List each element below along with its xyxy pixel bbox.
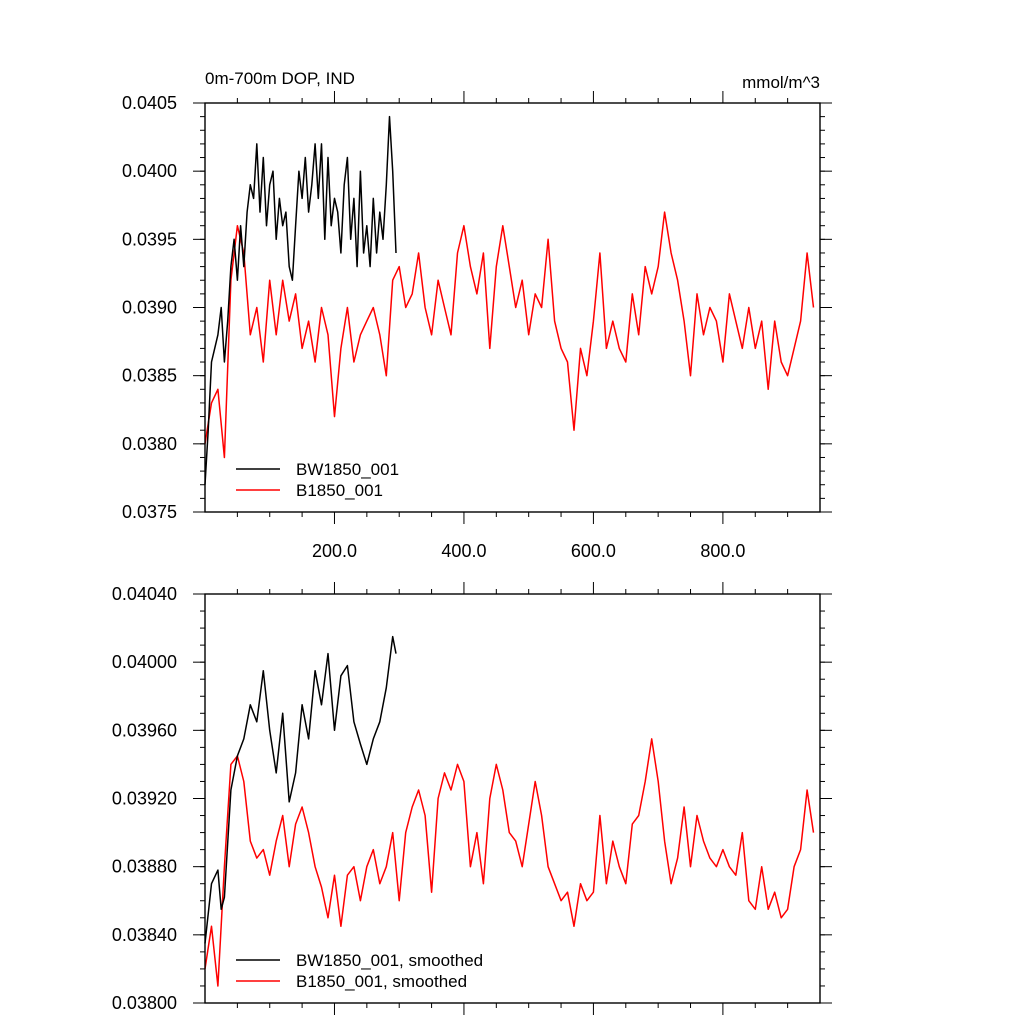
x-tick-label: 800.0: [700, 541, 745, 561]
legend-label-0: BW1850_001, smoothed: [296, 951, 483, 970]
y-tick-label: 0.0390: [122, 298, 177, 318]
y-tick-label: 0.03920: [112, 789, 177, 809]
axis-ticks: 0.0375 0.0380 0.0385 0.0390 0.0395 0.0400 0.04…: [122, 91, 832, 561]
series-line-1: [204, 211, 815, 459]
series-line-1: [204, 738, 815, 987]
legend-label-0: BW1850_001: [296, 460, 399, 479]
y-tick-label: 0.04000: [112, 652, 177, 672]
legend-label-1: B1850_001: [296, 481, 383, 500]
x-tick-label: 400.0: [441, 541, 486, 561]
plot-frame: [204, 102, 821, 513]
y-tick-label: 0.03880: [112, 857, 177, 877]
legend: BW1850_001, smoothed B1850_001, smoothed: [236, 951, 483, 991]
plot-area: [204, 635, 815, 987]
plot-frame: [204, 593, 821, 1004]
y-tick-label: 0.03840: [112, 925, 177, 945]
y-tick-label: 0.0385: [122, 366, 177, 386]
y-tick-label: 0.03960: [112, 720, 177, 740]
x-tick-label: 200.0: [312, 541, 357, 561]
y-tick-label: 0.0405: [122, 93, 177, 113]
y-tick-label: 0.0400: [122, 161, 177, 181]
axis-ticks: 0.03800 0.03840 0.03880 0.03920 0.03960 0.040…: [112, 582, 832, 1015]
legend: BW1850_001 B1850_001: [236, 460, 399, 500]
y-tick-label: 0.04040: [112, 584, 177, 604]
units-label: mmol/m^3: [742, 73, 820, 92]
chart-top: 0m-700m DOP, IND mmol/m^3 0.03750.03800.…: [122, 69, 832, 561]
legend-label-1: B1850_001, smoothed: [296, 972, 467, 991]
y-tick-label: 0.0380: [122, 434, 177, 454]
series-line-0: [204, 635, 397, 944]
plot-area: [204, 115, 815, 485]
chart-bottom: 0.03800 0.03840 0.03880 0.03920 0.03960 0.040…: [112, 582, 832, 1015]
series-line-0: [204, 115, 397, 485]
y-tick-label: 0.0375: [122, 502, 177, 522]
chart-title: 0m-700m DOP, IND: [205, 69, 355, 88]
x-tick-label: 600.0: [571, 541, 616, 561]
y-tick-label: 0.03800: [112, 993, 177, 1013]
y-tick-label: 0.0395: [122, 229, 177, 249]
